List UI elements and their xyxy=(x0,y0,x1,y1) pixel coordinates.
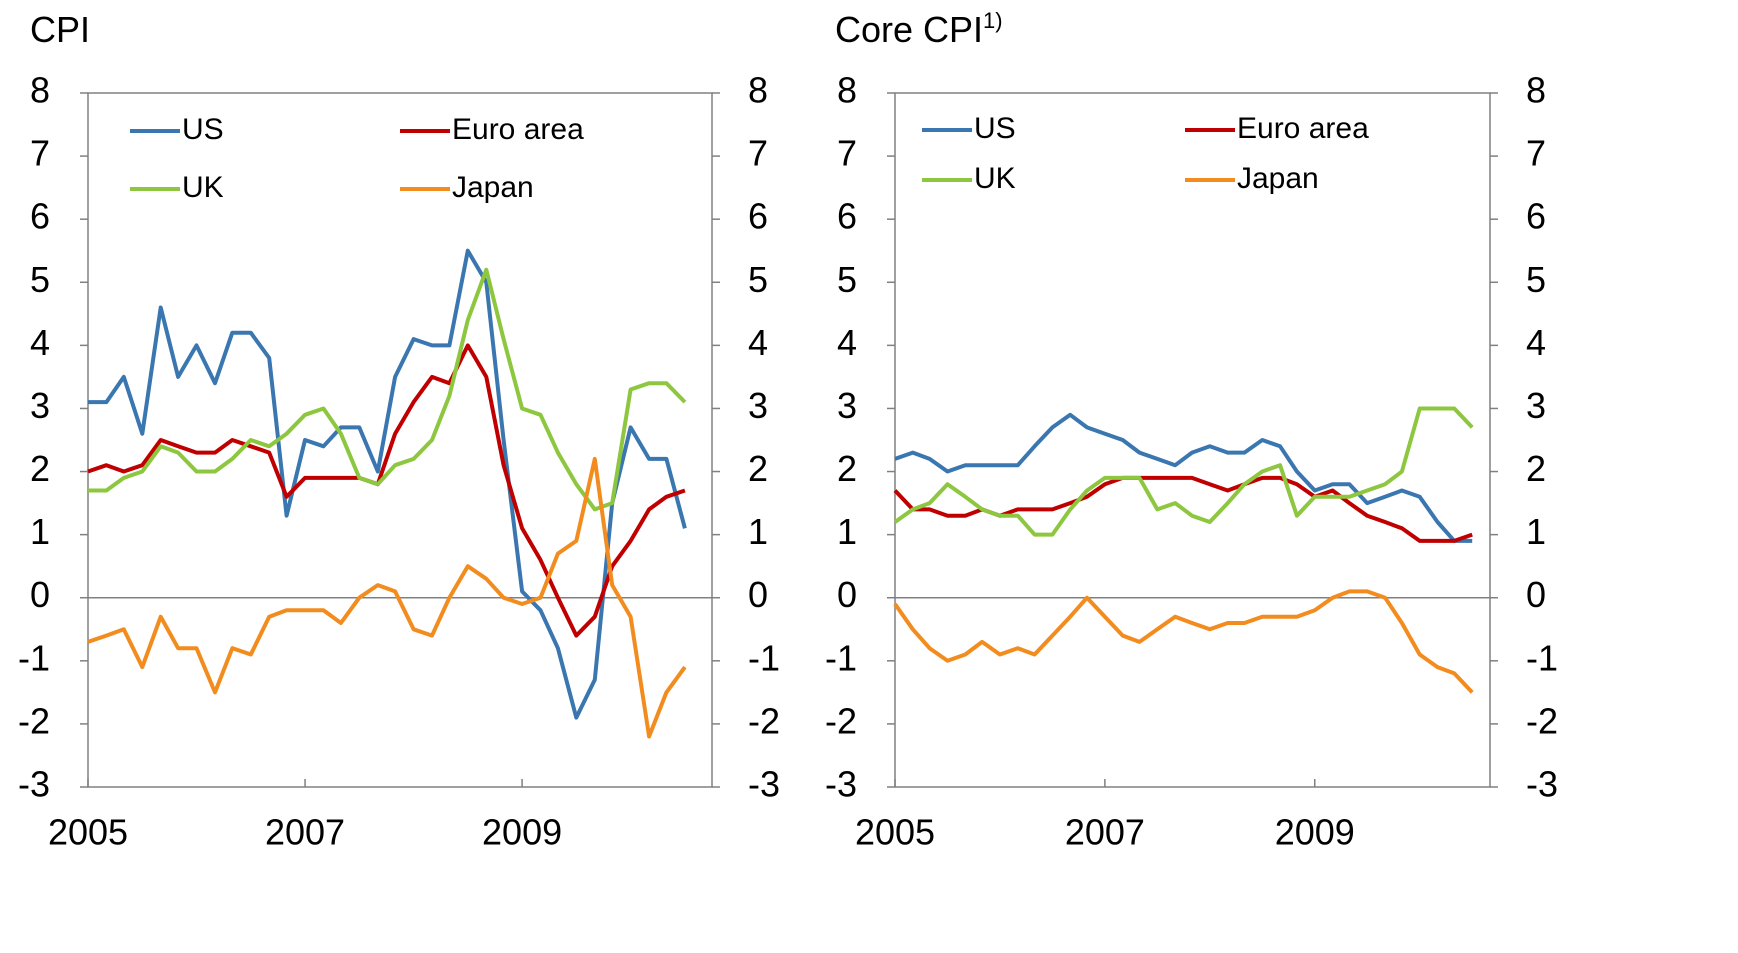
y-tick-label: 2 xyxy=(837,448,857,489)
y2-tick-label: 2 xyxy=(748,448,768,489)
y2-tick-label: 0 xyxy=(748,574,768,615)
y2-tick-label: 6 xyxy=(1526,196,1546,237)
legend-label: Euro area xyxy=(452,113,584,146)
y-tick-label: 8 xyxy=(837,70,857,111)
y-tick-label: 3 xyxy=(30,385,50,426)
y2-tick-label: -3 xyxy=(748,764,780,805)
chart-title: CPI xyxy=(30,9,90,50)
x-tick-label: 2005 xyxy=(855,812,935,853)
y-tick-label: -1 xyxy=(18,637,50,678)
y-tick-label: 0 xyxy=(30,574,50,615)
y2-tick-label: 8 xyxy=(748,70,768,111)
y-tick-label: 5 xyxy=(837,259,857,300)
y2-tick-label: 1 xyxy=(1526,511,1546,552)
series-line xyxy=(87,456,687,739)
y-tick-label: -3 xyxy=(18,764,50,805)
legend-label: Japan xyxy=(452,171,534,204)
y2-tick-label: 4 xyxy=(748,322,768,363)
y2-tick-label: 3 xyxy=(1526,385,1546,426)
y-tick-label: 4 xyxy=(30,322,50,363)
y2-tick-label: 3 xyxy=(748,385,768,426)
y-tick-label: 7 xyxy=(30,133,50,174)
y-tick-label: -2 xyxy=(825,700,857,741)
y2-tick-label: 0 xyxy=(1526,574,1546,615)
y2-tick-label: 6 xyxy=(748,196,768,237)
legend-label: UK xyxy=(974,162,1016,195)
series-line xyxy=(893,589,1474,694)
series-line xyxy=(893,406,1474,537)
y-tick-label: 8 xyxy=(30,70,50,111)
y2-tick-label: -1 xyxy=(748,637,780,678)
series-line xyxy=(87,343,686,638)
y2-tick-label: 7 xyxy=(1526,133,1546,174)
x-tick-label: 2007 xyxy=(1065,812,1145,853)
title-text: Core CPI xyxy=(835,9,983,50)
plot-frame xyxy=(87,92,713,788)
y-tick-label: 1 xyxy=(837,511,857,552)
legend-label: Japan xyxy=(1237,162,1319,195)
y2-tick-label: 4 xyxy=(1526,322,1546,363)
legend-label: Euro area xyxy=(1237,112,1369,145)
y2-tick-label: -1 xyxy=(1526,637,1558,678)
y2-tick-label: 2 xyxy=(1526,448,1546,489)
y-tick-label: 2 xyxy=(30,448,50,489)
y2-tick-label: 7 xyxy=(748,133,768,174)
y2-tick-label: 1 xyxy=(748,511,768,552)
y-tick-label: -2 xyxy=(18,700,50,741)
y-tick-label: 0 xyxy=(837,574,857,615)
title-text: CPI xyxy=(30,9,90,50)
legend-label: US xyxy=(182,113,224,146)
y-tick-label: 6 xyxy=(30,196,50,237)
y-tick-label: 6 xyxy=(837,196,857,237)
y-tick-label: 7 xyxy=(837,133,857,174)
y-tick-label: 1 xyxy=(30,511,50,552)
legend-label: UK xyxy=(182,171,224,204)
chart-title: Core CPI1) xyxy=(835,8,1003,50)
x-tick-label: 2007 xyxy=(265,812,345,853)
y-tick-label: -1 xyxy=(825,637,857,678)
series-line xyxy=(88,248,687,720)
y-tick-label: -3 xyxy=(825,764,857,805)
y-tick-label: 5 xyxy=(30,259,50,300)
plot-frame xyxy=(894,92,1491,788)
x-tick-label: 2009 xyxy=(1275,812,1355,853)
y2-tick-label: 8 xyxy=(1526,70,1546,111)
y2-tick-label: 5 xyxy=(1526,259,1546,300)
y-tick-label: 4 xyxy=(837,322,857,363)
y2-tick-label: -2 xyxy=(1526,700,1558,741)
series-line xyxy=(894,412,1473,543)
y2-tick-label: -2 xyxy=(748,700,780,741)
legend-label: US xyxy=(974,112,1016,145)
x-tick-label: 2005 xyxy=(48,812,128,853)
y-tick-label: 3 xyxy=(837,385,857,426)
y2-tick-label: 5 xyxy=(748,259,768,300)
x-tick-label: 2009 xyxy=(482,812,562,853)
y2-tick-label: -3 xyxy=(1526,764,1558,805)
title-note: 1) xyxy=(983,8,1003,33)
